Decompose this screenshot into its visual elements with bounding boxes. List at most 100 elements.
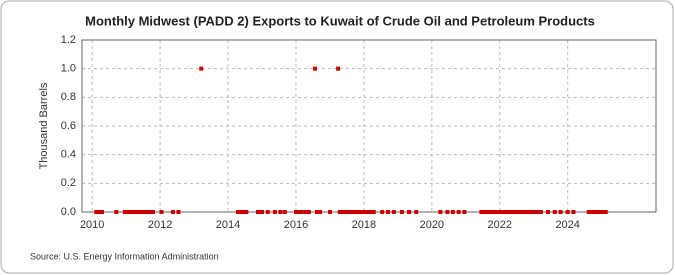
point <box>299 210 304 214</box>
point <box>538 210 543 214</box>
y-tick-label: 0.6 <box>61 120 76 132</box>
point <box>303 210 308 214</box>
point <box>595 210 600 214</box>
point <box>315 210 320 214</box>
point <box>592 210 597 214</box>
point <box>482 210 487 214</box>
point <box>148 210 153 214</box>
source: Source: U.S. Energy Information Administ… <box>30 251 219 261</box>
point <box>176 210 181 214</box>
y-tick-label: 0.8 <box>61 91 76 103</box>
point <box>414 210 419 214</box>
x-tick-label: 2016 <box>284 219 308 231</box>
chart-title: Monthly Midwest (PADD 2) Exports to Kuwa… <box>85 13 595 28</box>
point <box>586 210 591 214</box>
point <box>94 210 99 214</box>
x-tick-label: 2018 <box>352 219 376 231</box>
point <box>545 210 550 214</box>
point <box>241 210 246 214</box>
point <box>365 210 370 214</box>
point <box>142 210 147 214</box>
point <box>125 210 130 214</box>
point <box>450 210 455 214</box>
point <box>445 210 450 214</box>
point <box>371 210 376 214</box>
point <box>145 210 150 214</box>
point <box>438 210 443 214</box>
point <box>533 210 538 214</box>
x-tick-label: 2012 <box>148 219 172 231</box>
point <box>513 210 518 214</box>
point <box>456 210 461 214</box>
point <box>501 210 506 214</box>
point <box>348 210 353 214</box>
point <box>282 210 287 214</box>
point <box>601 210 606 214</box>
point <box>139 210 144 214</box>
point <box>293 210 298 214</box>
point <box>354 210 359 214</box>
point <box>598 210 603 214</box>
y-tick-label: 0.2 <box>61 177 76 189</box>
point <box>100 210 105 214</box>
point <box>137 210 142 214</box>
point <box>518 210 523 214</box>
point <box>527 210 532 214</box>
point <box>150 210 155 214</box>
point <box>171 210 176 214</box>
point <box>199 66 204 71</box>
point <box>558 210 563 214</box>
y-tick-label: 0.0 <box>61 206 76 218</box>
y-tick-label: 1.2 <box>61 34 76 46</box>
point <box>340 210 345 214</box>
y-tick-label: 1.0 <box>61 63 76 75</box>
point <box>255 210 260 214</box>
point <box>306 210 311 214</box>
point <box>589 210 594 214</box>
point <box>496 210 501 214</box>
point <box>504 210 509 214</box>
point <box>343 210 348 214</box>
x-tick-label: 2014 <box>216 219 240 231</box>
point <box>479 210 484 214</box>
point <box>603 210 608 214</box>
point <box>493 210 498 214</box>
point <box>391 210 396 214</box>
point <box>337 210 342 214</box>
point <box>369 210 374 214</box>
point <box>487 210 492 214</box>
point <box>128 210 133 214</box>
x-tick-label: 2024 <box>555 219 579 231</box>
point <box>360 210 365 214</box>
x-tick-label: 2020 <box>420 219 444 231</box>
point <box>399 210 404 214</box>
x-tick-label: 2010 <box>80 219 104 231</box>
point <box>462 210 467 214</box>
point <box>131 210 136 214</box>
point <box>507 210 512 214</box>
point <box>357 210 362 214</box>
point <box>278 210 283 214</box>
point <box>346 210 351 214</box>
point <box>265 210 270 214</box>
point <box>380 210 385 214</box>
point <box>272 210 277 214</box>
y-tick-label: 0.4 <box>61 149 76 161</box>
point <box>114 210 119 214</box>
point <box>312 66 317 71</box>
point <box>386 210 391 214</box>
point <box>524 210 529 214</box>
point <box>407 210 412 214</box>
point <box>510 210 515 214</box>
point <box>490 210 495 214</box>
point <box>521 210 526 214</box>
point <box>296 210 301 214</box>
point <box>571 210 576 214</box>
point <box>159 210 164 214</box>
point <box>327 210 332 214</box>
point <box>499 210 504 214</box>
point <box>238 210 243 214</box>
point <box>552 210 557 214</box>
